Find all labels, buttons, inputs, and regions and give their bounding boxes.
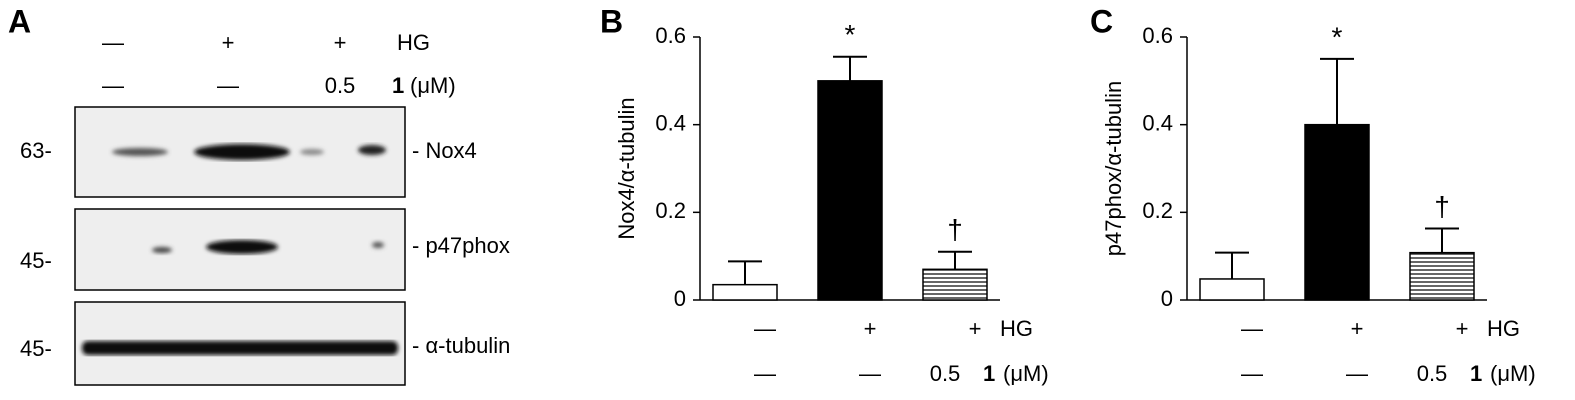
treatment-label: + xyxy=(969,316,982,341)
bar xyxy=(922,268,988,301)
treatment-label: — xyxy=(1241,361,1263,386)
panel-label: B xyxy=(600,3,623,39)
band-label: - α-tubulin xyxy=(412,333,510,358)
treatment-unit: (μM) xyxy=(1490,361,1536,386)
treatment-name: 1 xyxy=(983,361,995,386)
panel-label: A xyxy=(8,3,31,39)
treatment-unit: (μM) xyxy=(1003,361,1049,386)
y-tick-label: 0.6 xyxy=(655,23,686,48)
y-tick-label: 0.4 xyxy=(655,110,686,135)
treatment-label: — xyxy=(754,316,776,341)
mw-marker: 45- xyxy=(20,336,52,361)
band-label: - Nox4 xyxy=(412,138,477,163)
y-tick-label: 0.4 xyxy=(1142,110,1173,135)
bar xyxy=(817,80,883,301)
bands xyxy=(82,341,398,355)
treatment-name: HG xyxy=(397,30,430,55)
treatment-label: 0.5 xyxy=(930,361,961,386)
treatment-name: 1 xyxy=(1470,361,1482,386)
treatment-label: 0.5 xyxy=(325,73,356,98)
bar xyxy=(1304,123,1370,301)
bar xyxy=(712,283,778,301)
annotation: * xyxy=(845,19,856,50)
panel-label: C xyxy=(1090,3,1113,39)
treatment-label: + xyxy=(864,316,877,341)
annotation: * xyxy=(1332,21,1343,52)
treatment-label: — xyxy=(1346,361,1368,386)
y-tick-label: 0.2 xyxy=(1142,198,1173,223)
treatment-label: + xyxy=(1456,316,1469,341)
treatment-name: HG xyxy=(1487,316,1520,341)
annotation: † xyxy=(1434,191,1450,222)
y-axis-label: p47phox/α-tubulin xyxy=(1101,81,1126,256)
bar xyxy=(1409,251,1475,301)
bands xyxy=(152,240,384,254)
treatment-label: — xyxy=(102,73,124,98)
mw-marker: 63- xyxy=(20,138,52,163)
bar xyxy=(1199,278,1265,301)
treatment-label: + xyxy=(1351,316,1364,341)
treatment-label: — xyxy=(754,361,776,386)
y-tick-label: 0.2 xyxy=(655,198,686,223)
y-tick-label: 0 xyxy=(1161,286,1173,311)
treatment-label: 0.5 xyxy=(1417,361,1448,386)
band-label: - p47phox xyxy=(412,233,510,258)
y-tick-label: 0.6 xyxy=(1142,23,1173,48)
treatment-name: HG xyxy=(1000,316,1033,341)
treatment-label: — xyxy=(102,30,124,55)
treatment-name: 1 xyxy=(392,73,404,98)
y-tick-label: 0 xyxy=(674,286,686,311)
treatment-label: + xyxy=(334,30,347,55)
y-axis-label: Nox4/α-tubulin xyxy=(614,97,639,239)
annotation: † xyxy=(947,214,963,245)
bands xyxy=(112,144,386,160)
treatment-label: + xyxy=(222,30,235,55)
blot-panel: A — + + HG — — 0.5 1 (μM) 63- - Nox4 45-… xyxy=(8,3,510,386)
mw-marker: 45- xyxy=(20,248,52,273)
treatment-unit: (μM) xyxy=(410,73,456,98)
treatment-label: — xyxy=(1241,316,1263,341)
treatment-label: — xyxy=(217,73,239,98)
treatment-label: — xyxy=(859,361,881,386)
